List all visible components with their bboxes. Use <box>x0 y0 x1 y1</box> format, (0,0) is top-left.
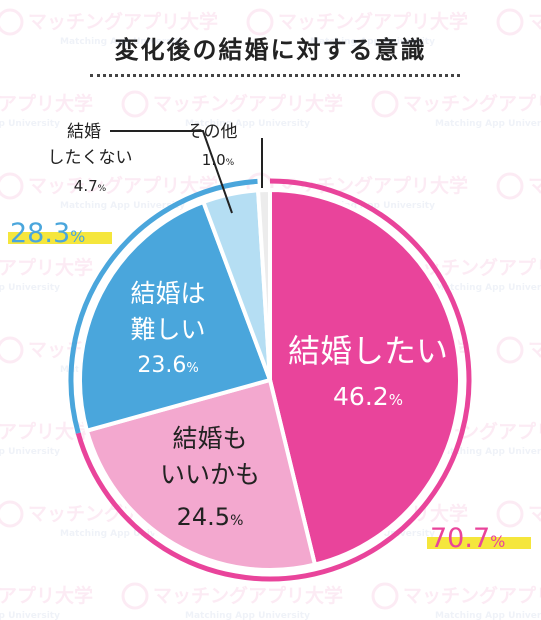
watermark-logo-icon <box>0 336 24 364</box>
watermark-text: マッチングアプリ大学 <box>0 92 93 115</box>
watermark-text: マッチングアプリ大学 <box>528 502 541 525</box>
watermark-text-en: Matching App University <box>435 119 541 129</box>
watermark-text-en: Matching App University <box>310 201 435 211</box>
pie-slice <box>268 188 462 567</box>
slice-label: その他 <box>187 122 238 142</box>
group-total-value: 70.7% <box>430 523 505 554</box>
group-ring-positive <box>75 178 472 582</box>
watermark-text-en: Matching App University <box>0 447 60 457</box>
watermark-text: マッチングアプリ大学 <box>0 584 93 607</box>
pie-slice <box>256 188 272 382</box>
slice-label: 結婚したい <box>288 332 448 370</box>
watermark-logo-icon <box>496 8 524 36</box>
slice-value: 23.6% <box>137 353 198 378</box>
slice-label: いいかも <box>160 460 260 489</box>
watermark-logo-icon <box>496 172 524 200</box>
watermark-logo-icon <box>496 336 524 364</box>
watermark-text-en: Matching App University <box>60 201 185 211</box>
watermark-text: マッチングアプリ大学 <box>528 10 541 33</box>
watermark-text: マッチングアプリ大学 <box>528 174 541 197</box>
watermark-text-en: Matching App University <box>0 119 60 129</box>
slice-label: 難しい <box>130 315 205 344</box>
watermark-text-en: Matching App University <box>60 529 185 539</box>
watermark-text-en: Matching App University <box>60 37 185 47</box>
pie-slices <box>78 188 462 572</box>
watermark-text: マッチングアプリ大学 <box>0 420 93 443</box>
watermark-text: マッチングアプリ大学 <box>28 10 218 33</box>
watermark-text: マッチングアプリ大学 <box>28 174 218 197</box>
title-divider <box>90 74 460 77</box>
watermark-text: マッチングアプリ大学 <box>528 338 541 361</box>
watermark-logo-icon <box>371 90 399 118</box>
watermark-logo-icon <box>121 582 149 610</box>
watermark-text-en: Matching App University <box>435 447 541 457</box>
watermark-text: マッチングアプリ大学 <box>403 584 541 607</box>
pie-slice <box>78 200 272 433</box>
watermark-text: マッチングアプリ大学 <box>153 584 343 607</box>
watermark-text-en: Matching App University <box>435 283 541 293</box>
watermark-logo-icon <box>496 500 524 528</box>
watermark-text: マッチングアプリ大学 <box>403 92 541 115</box>
watermark-logo-icon <box>0 8 24 36</box>
watermark-logo-icon <box>246 8 274 36</box>
group-rings <box>68 178 472 582</box>
highlight-marker <box>427 537 531 549</box>
slice-label: したくない <box>48 148 133 168</box>
group-total-value: 28.3% <box>10 218 85 249</box>
slice-value: 46.2% <box>333 382 403 411</box>
slice-label: 結婚は <box>130 279 205 308</box>
watermark-text: マッチングアプリ大学 <box>153 92 343 115</box>
watermark-logo-icon <box>0 500 24 528</box>
watermark-text-en: Matching App University <box>185 611 310 620</box>
watermark-text-en: Matching App University <box>185 119 310 129</box>
watermark-logo-icon <box>0 172 24 200</box>
watermark-text-en: Matching App University <box>0 283 60 293</box>
watermark-text-en: Matching App University <box>310 37 435 47</box>
watermark-text-en: Matching App University <box>435 611 541 620</box>
watermark-text: マッチングアプリ大学 <box>278 10 468 33</box>
watermark-text: マッチングアプリ大学 <box>0 256 93 279</box>
leader-line <box>110 130 233 214</box>
watermark-text-en: Matching App University <box>0 611 60 620</box>
slice-label: 結婚も <box>172 424 247 453</box>
pie-slice <box>84 378 317 572</box>
slice-value: 4.7% <box>74 177 107 195</box>
slice-label: 結婚 <box>67 122 101 142</box>
highlight-marker <box>8 232 112 244</box>
watermark-logo-icon <box>371 582 399 610</box>
slice-value: 1.0% <box>202 151 235 169</box>
group-ring-negative <box>68 178 258 434</box>
watermark-logo-icon <box>121 90 149 118</box>
chart-title: 変化後の結婚に対する意識 <box>114 36 427 64</box>
slice-value: 24.5% <box>177 503 244 531</box>
